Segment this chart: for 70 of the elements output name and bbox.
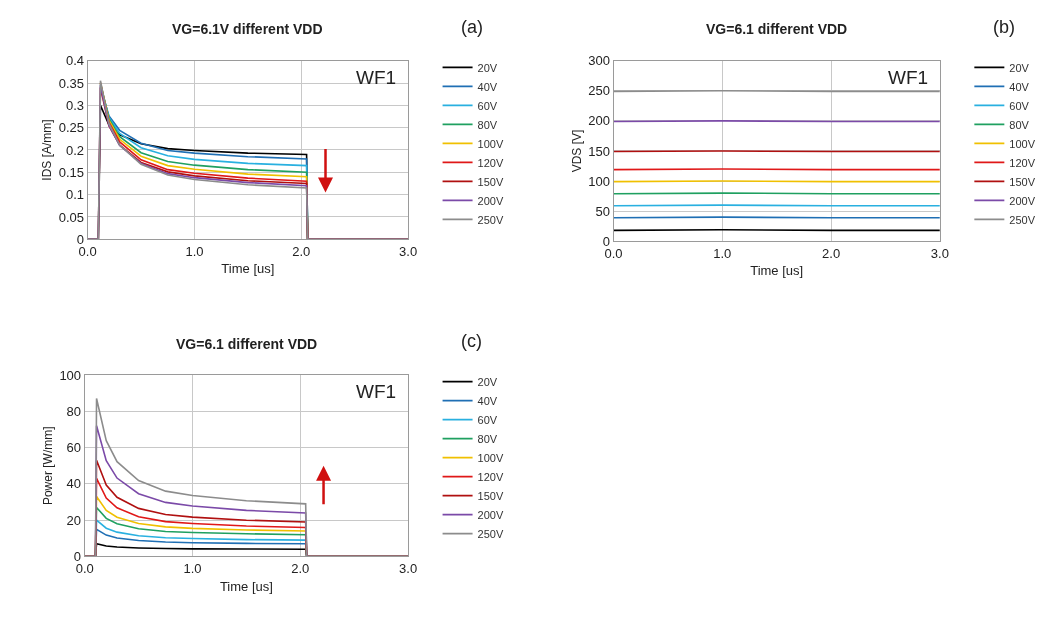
y-tick-label: 100 (59, 367, 82, 383)
x-axis-title: Time [us] (750, 263, 804, 279)
chart-title: VG=6.1V different VDD (172, 21, 323, 37)
y-tick-label: 80 (66, 403, 82, 419)
legend-label: 150V (477, 175, 504, 188)
legend-label: 20V (477, 375, 498, 388)
y-tick-label: 60 (66, 440, 82, 456)
y-tick-label: 40 (66, 476, 82, 492)
annotation: WF1 (888, 67, 929, 88)
x-tick-label: 1.0 (183, 561, 202, 577)
y-axis-title: IDS [A/mm] (40, 119, 55, 181)
y-tick-label: 20 (66, 512, 82, 528)
text: (a) (461, 17, 483, 37)
legend-label: 80V (477, 432, 498, 445)
legend-label: 60V (1009, 99, 1030, 112)
x-tick-label: 3.0 (399, 561, 418, 577)
y-axis-title: VDS [V] (569, 129, 584, 173)
y-tick-label: 0.2 (65, 142, 85, 158)
y-tick-label: 0.1 (65, 187, 85, 203)
y-tick-label: 0.35 (58, 75, 85, 91)
legend-label: 20V (1009, 61, 1030, 74)
legend-label: 100V (477, 137, 504, 150)
legend-label: 120V (477, 156, 504, 169)
legend-label: 200V (1009, 194, 1036, 207)
legend-label: 40V (477, 394, 498, 407)
legend-label: 250V (1009, 213, 1036, 226)
y-tick-label: 100 (588, 173, 610, 189)
legend-label: 60V (477, 99, 498, 112)
legend-label: 100V (477, 451, 504, 464)
legend-label: 120V (1009, 156, 1036, 169)
x-axis-title: Time [us] (219, 578, 273, 594)
y-tick-label: 0.3 (65, 97, 85, 113)
y-tick-label: 0.05 (58, 209, 85, 225)
y-tick-label: 150 (588, 143, 610, 159)
legend-label: 80V (1009, 118, 1030, 131)
y-axis-title: Power [W/mm] (40, 426, 55, 506)
y-tick-label: 250 (588, 83, 610, 99)
x-tick-label: 1.0 (713, 245, 732, 261)
y-tick-label: 0.15 (58, 164, 85, 180)
y-tick-label: 200 (588, 113, 610, 129)
y-tick-label: 300 (588, 53, 610, 69)
x-tick-label: 3.0 (930, 245, 949, 261)
legend-label: 60V (477, 413, 498, 426)
x-axis-title: Time [us] (221, 261, 275, 277)
annotation: WF1 (356, 67, 397, 88)
legend-label: 150V (1009, 175, 1036, 188)
legend-label: 20V (477, 61, 498, 74)
annotation: WF1 (356, 381, 397, 402)
legend-label: 250V (477, 527, 504, 540)
text: (b) (993, 17, 1015, 37)
legend-label: 40V (477, 80, 498, 93)
y-tick-label: 50 (595, 203, 610, 219)
y-tick-label: 0.25 (58, 120, 85, 136)
legend-label: 120V (477, 470, 504, 483)
x-tick-label: 1.0 (185, 243, 204, 259)
x-tick-label: 2.0 (822, 245, 841, 261)
legend-label: 200V (477, 194, 504, 207)
legend-label: 100V (1009, 137, 1036, 150)
legend-label: 150V (477, 489, 504, 502)
legend-label: 250V (477, 213, 504, 226)
chart-title: VG=6.1 different VDD (706, 21, 848, 37)
chart-title: VG=6.1 different VDD (176, 336, 318, 352)
text: (c) (461, 331, 482, 351)
legend-label: 200V (477, 508, 504, 521)
y-tick-label: 0.4 (65, 53, 85, 69)
x-tick-label: 2.0 (292, 243, 311, 259)
x-tick-label: 2.0 (291, 561, 310, 577)
legend-label: 80V (477, 118, 498, 131)
legend-label: 40V (1009, 80, 1030, 93)
x-tick-label: 3.0 (399, 243, 418, 259)
